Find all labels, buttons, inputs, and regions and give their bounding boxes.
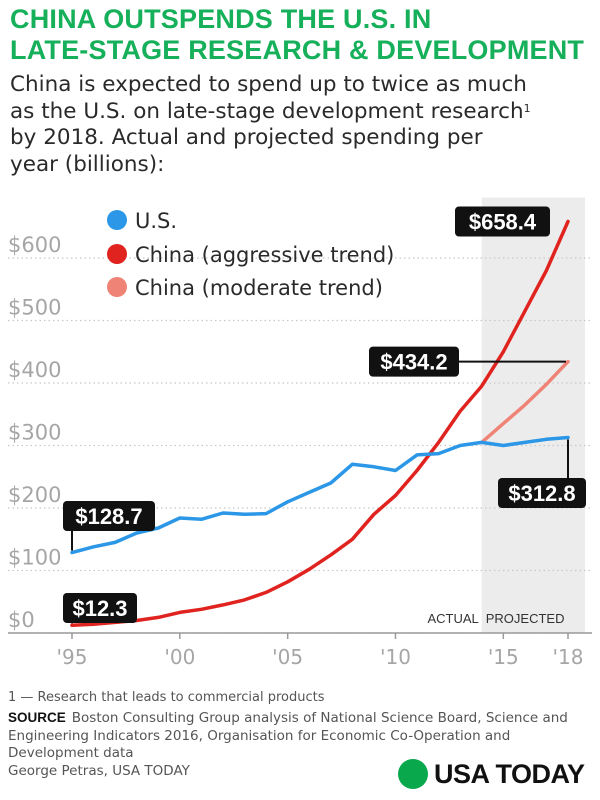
actual-region-label: ACTUAL	[427, 611, 478, 626]
logo-circle-icon	[398, 759, 428, 789]
x-tick-label: '05	[272, 645, 303, 669]
callout-china-1995-box	[63, 593, 137, 623]
projected-region-label: PROJECTED	[486, 611, 565, 626]
callout-china-aggressive-2018-text: $658.4	[469, 210, 537, 235]
title-line-1: CHINA OUTSPENDS THE U.S. IN	[10, 4, 432, 34]
legend-china-moderate: China (moderate trend)	[107, 276, 383, 300]
legend-china-moderate-swatch	[107, 277, 127, 297]
callout-us-2018: $312.8	[498, 439, 586, 508]
legend-china-moderate-label: China (moderate trend)	[135, 276, 383, 300]
callout-china-1995-text: $12.3	[72, 596, 127, 621]
footnote: 1 — Research that leads to commercial pr…	[8, 690, 325, 705]
callout-china-moderate-2018-text: $434.2	[380, 350, 447, 375]
y-tick-label: $400	[8, 358, 61, 382]
y-tick-label: $100	[8, 546, 61, 570]
callout-china-aggressive-2018-box	[455, 206, 550, 237]
x-tick-label: '00	[164, 645, 195, 669]
x-tick-label: '15	[488, 645, 519, 669]
title-line-2: LATE-STAGE RESEARCH & DEVELOPMENT	[10, 35, 585, 65]
chart-title: CHINA OUTSPENDS THE U.S. IN LATE-STAGE R…	[10, 4, 595, 66]
legend-us-label: U.S.	[135, 209, 177, 233]
china-aggressive-series-line	[70, 219, 570, 628]
chart-subtitle: China is expected to spend up to twice a…	[10, 72, 595, 178]
footnote-marker: 1	[523, 101, 531, 115]
x-tick-label: '95	[57, 645, 88, 669]
y-tick-label: $500	[8, 296, 61, 320]
legend-china-aggressive-label: China (aggressive trend)	[135, 243, 394, 267]
callout-us-2018-text: $312.8	[508, 481, 575, 506]
usa-today-logo: USA TODAY	[398, 757, 585, 791]
callout-us-1995-box	[63, 501, 155, 531]
subtitle-line-2-text: as the U.S. on late-stage development re…	[10, 98, 524, 124]
callout-china-moderate-2018-box	[369, 346, 459, 377]
callout-china-1995: $12.3	[63, 593, 137, 624]
subtitle-line-1: China is expected to spend up to twice a…	[10, 72, 527, 97]
x-tick-label: '18	[553, 645, 584, 669]
y-tick-label: $0	[8, 608, 35, 632]
callout-china-aggressive-2018: $658.4	[455, 206, 550, 237]
callout-us-2018-box	[498, 478, 586, 508]
y-tick-label: $300	[8, 421, 61, 445]
projected-region	[481, 197, 585, 633]
callout-us-1995-text: $128.7	[75, 504, 142, 529]
source-text: Boston Consulting Group analysis of Nati…	[8, 710, 568, 761]
subtitle-line-4: year (billions):	[10, 151, 165, 177]
source-note: SOURCE Boston Consulting Group analysis o…	[8, 709, 568, 763]
callout-china-moderate-2018: $434.2	[369, 346, 566, 377]
subtitle-line-2: as the U.S. on late-stage development re…	[10, 99, 595, 126]
line-chart: $0 $100 $200 $300 $400 $500 $600 '95 '00 '05 '10 '1…	[8, 197, 592, 669]
legend-china-aggressive-swatch	[107, 244, 127, 264]
credit-line: George Petras, USA TODAY	[8, 763, 190, 779]
y-tick-label: $600	[8, 233, 61, 257]
source-label: SOURCE	[8, 710, 66, 725]
logo-wordmark: USA TODAY	[434, 758, 585, 789]
legend-us-swatch	[107, 210, 127, 230]
callout-us-1995: $128.7	[63, 501, 155, 551]
y-tick-label: $200	[8, 483, 61, 507]
china-moderate-series-line	[479, 359, 570, 445]
legend-china-aggressive: China (aggressive trend)	[107, 243, 394, 267]
us-series-line	[70, 435, 570, 555]
legend-us: U.S.	[107, 209, 177, 233]
x-tick-label: '10	[380, 645, 411, 669]
subtitle-line-3: by 2018. Actual and projected spending p…	[10, 125, 483, 150]
